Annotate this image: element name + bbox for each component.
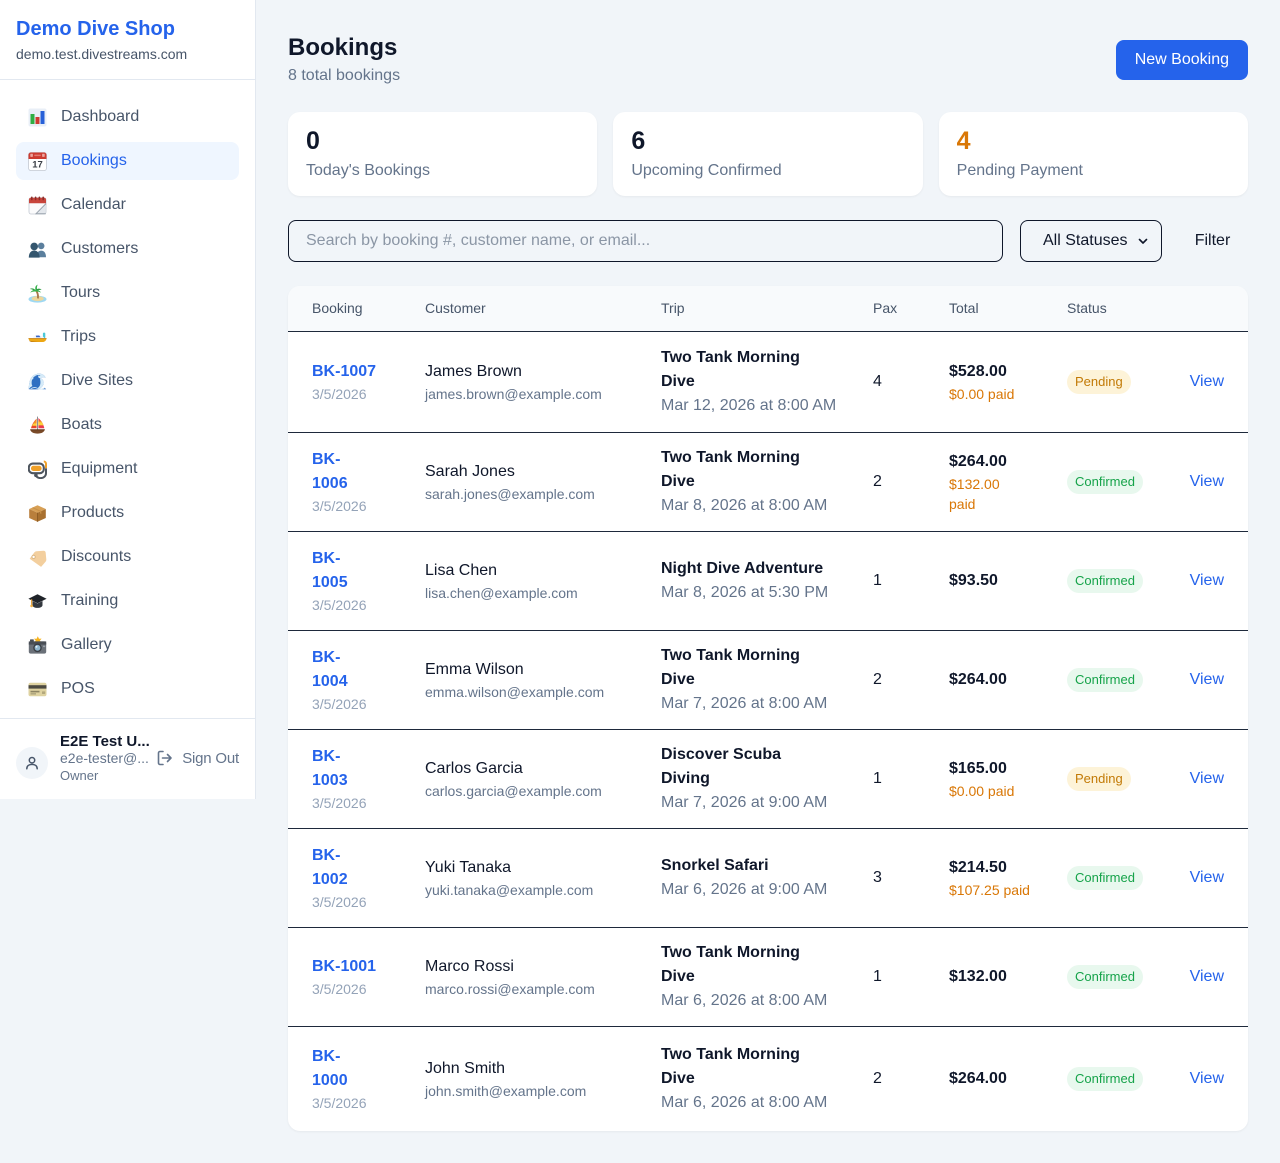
svg-text:17: 17 <box>32 159 43 170</box>
